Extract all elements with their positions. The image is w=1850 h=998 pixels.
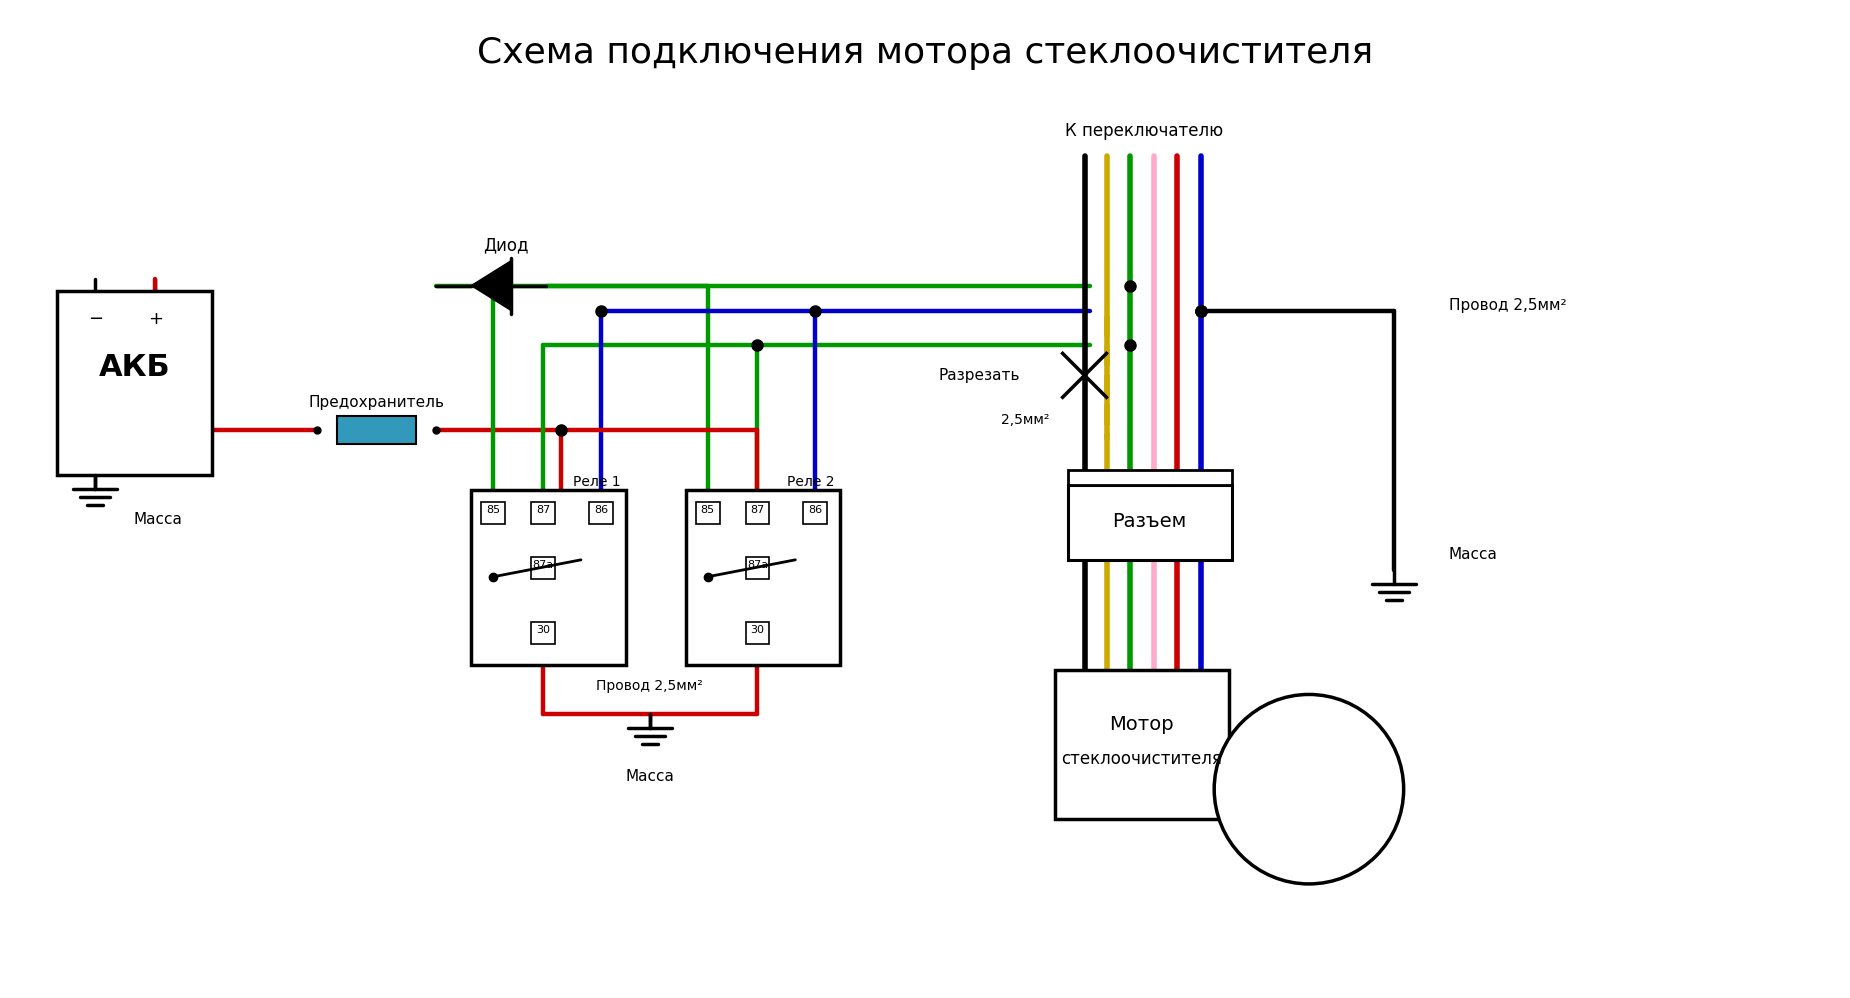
Bar [588,502,612,524]
Text: 30: 30 [751,625,764,635]
Bar [1067,470,1232,485]
Bar [746,557,770,579]
Text: Провод 2,5мм²: Провод 2,5мм² [596,680,703,694]
Bar [1067,485,1232,560]
Text: 87: 87 [751,505,764,515]
Text: К переключателю: К переключателю [1066,122,1223,140]
Bar [531,502,555,524]
Bar [696,502,720,524]
Text: 30: 30 [536,625,549,635]
Text: 86: 86 [808,505,823,515]
Text: +: + [148,309,163,327]
Text: Разрезать: Разрезать [938,368,1019,383]
Text: Диод: Диод [483,237,529,254]
Text: Схема подключения мотора стеклоочистителя: Схема подключения мотора стеклоочистител… [477,36,1373,70]
Polygon shape [472,260,511,310]
Text: Масса: Масса [133,512,181,527]
Bar [57,290,213,475]
Bar [337,416,416,444]
Text: Масса: Масса [1449,547,1497,562]
Circle shape [1214,695,1404,884]
Bar [472,490,625,665]
Text: 85: 85 [487,505,500,515]
Text: Мотор: Мотор [1110,715,1173,734]
Text: АКБ: АКБ [98,353,170,382]
Text: 85: 85 [701,505,714,515]
Text: 87a: 87a [533,560,553,570]
Text: −: − [87,309,104,327]
Bar [746,622,770,644]
Bar [1054,670,1228,819]
Bar [531,557,555,579]
Text: стеклоочистителя: стеклоочистителя [1060,750,1221,768]
Text: 86: 86 [594,505,609,515]
Text: Реле 2: Реле 2 [788,475,834,489]
Text: Провод 2,5мм²: Провод 2,5мм² [1449,298,1567,313]
Bar [803,502,827,524]
Text: Масса: Масса [625,768,673,783]
Bar [531,622,555,644]
Text: 2,5мм²: 2,5мм² [1001,413,1049,427]
Text: Предохранитель: Предохранитель [309,395,444,410]
Text: 87: 87 [536,505,549,515]
Text: Реле 1: Реле 1 [574,475,620,489]
Bar [686,490,840,665]
Bar [746,502,770,524]
Text: 87a: 87a [747,560,768,570]
Text: Разъем: Разъем [1112,512,1186,532]
Bar [481,502,505,524]
